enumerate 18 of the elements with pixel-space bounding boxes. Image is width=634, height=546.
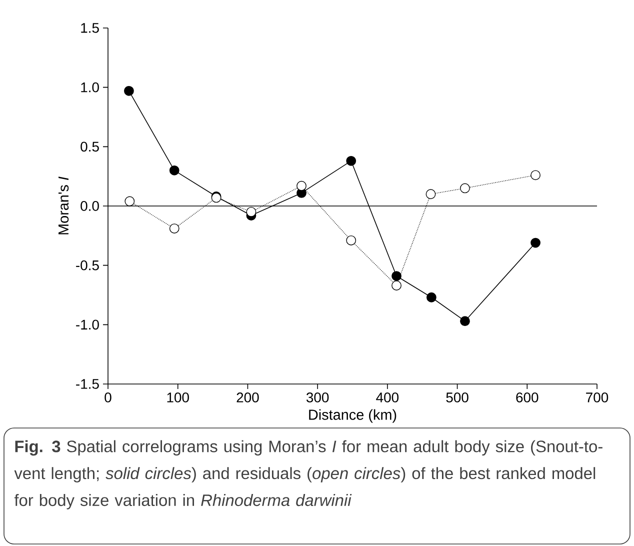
y-axis-title: Moran's I: [58, 176, 69, 234]
y-tick-label: -1.0: [76, 320, 99, 330]
y-tick-label: -0.5: [76, 260, 99, 270]
text: Fig. 3 Spatial correlograms using Moran’s I for mean adult body size (Snout-to-vent length; solid circles) and residuals (open circles) of the best ranked model for body size variation in Rhinoderma darwinii: [14, 440, 602, 510]
y-tick-label: -1.5: [76, 379, 99, 389]
x-tick-label: 400: [376, 392, 399, 402]
x-tick-label: 500: [446, 392, 468, 402]
y-tick-label: 0.5: [80, 142, 99, 152]
x-tick-label: 300: [306, 392, 329, 402]
x-tick-label: 700: [586, 392, 608, 402]
x-tick-label: 0: [104, 392, 112, 402]
y-tick-label: 1.0: [81, 82, 99, 92]
x-axis-title: Distance (km): [309, 409, 396, 423]
y-tick-label: 0.0: [80, 201, 99, 211]
x-tick-label: 200: [236, 392, 259, 402]
y-tick-label: 1.5: [81, 23, 99, 33]
x-tick-label: 600: [516, 392, 538, 402]
x-tick-label: 100: [167, 392, 189, 402]
